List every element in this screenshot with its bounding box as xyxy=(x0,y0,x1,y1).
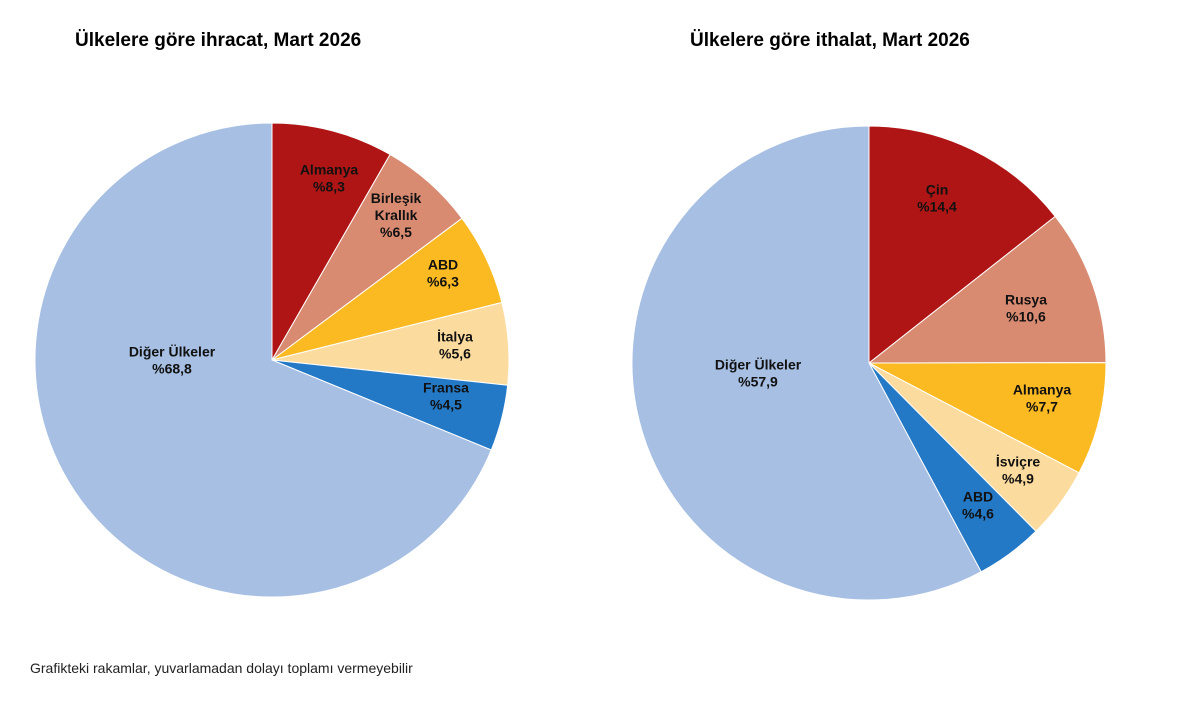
export-slice-name-3: İtalya xyxy=(437,329,473,345)
import-slice-label-2: Almanya %7,7 xyxy=(1013,382,1072,415)
import-slice-value-2: %7,7 xyxy=(1026,399,1058,415)
import-slice-name-0: Çin xyxy=(926,182,949,198)
export-slice-name-1: Birleşik xyxy=(371,190,422,206)
import-slice-value-5: %57,9 xyxy=(738,374,778,390)
import-slice-name-2: Almanya xyxy=(1013,382,1072,398)
export-slice-value-0: %8,3 xyxy=(313,179,345,195)
import-slice-value-3: %4,9 xyxy=(1002,471,1034,487)
import-slice-2 xyxy=(868,362,1107,474)
export-slice-value-1: %6,5 xyxy=(380,224,412,240)
export-slice-value-4: %4,5 xyxy=(430,397,462,413)
import-slice-value-1: %10,6 xyxy=(1006,309,1046,325)
export-slice-label-2: ABD %6,3 xyxy=(427,257,459,290)
import-slice-label-5: Diğer Ülkeler %57,9 xyxy=(715,357,802,390)
export-slice-name-1: Krallık xyxy=(375,207,418,223)
import-slice-5 xyxy=(631,125,982,601)
export-slice-5 xyxy=(34,122,492,598)
import-slice-name-1: Rusya xyxy=(1005,292,1047,308)
export-slice-name-2: ABD xyxy=(428,257,458,273)
export-slice-0 xyxy=(271,122,391,362)
import-slice-name-3: İsviçre xyxy=(996,454,1041,470)
import-pie: Çin %14,4 Rusya %10,6 Almanya %7,7 İsviçre %4,9… xyxy=(631,125,1107,601)
import-slice-label-1: Rusya %10,6 xyxy=(1005,292,1047,325)
import-slice-value-4: %4,6 xyxy=(962,506,994,522)
export-slice-value-2: %6,3 xyxy=(427,274,459,290)
export-slice-label-0: Almanya %8,3 xyxy=(300,162,359,195)
import-slice-value-0: %14,4 xyxy=(917,199,957,215)
import-slice-name-4: ABD xyxy=(963,489,993,505)
export-slice-label-3: İtalya %5,6 xyxy=(437,329,473,362)
export-slice-name-0: Almanya xyxy=(300,162,359,178)
export-slice-label-5: Diğer Ülkeler %68,8 xyxy=(129,344,216,377)
export-slice-value-3: %5,6 xyxy=(439,346,471,362)
export-chart-title: Ülkelere göre ihracat, Mart 2026 xyxy=(75,30,362,51)
import-slice-label-4: ABD %4,6 xyxy=(962,489,994,522)
import-slice-name-5: Diğer Ülkeler xyxy=(715,357,802,373)
footnote: Grafikteki rakamlar, yuvarlamadan dolayı… xyxy=(30,660,413,676)
export-slice-label-1: Birleşik Krallık %6,5 xyxy=(371,190,422,240)
import-slice-1 xyxy=(867,215,1107,364)
export-slice-name-4: Fransa xyxy=(423,380,469,396)
import-chart-title: Ülkelere göre ithalat, Mart 2026 xyxy=(690,30,970,51)
export-slice-name-5: Diğer Ülkeler xyxy=(129,344,216,360)
import-slice-0 xyxy=(868,125,1056,365)
import-slice-label-3: İsviçre %4,9 xyxy=(996,454,1041,487)
export-slice-value-5: %68,8 xyxy=(152,361,192,377)
export-slice-label-4: Fransa %4,5 xyxy=(423,380,469,413)
import-slice-label-0: Çin %14,4 xyxy=(917,182,957,215)
